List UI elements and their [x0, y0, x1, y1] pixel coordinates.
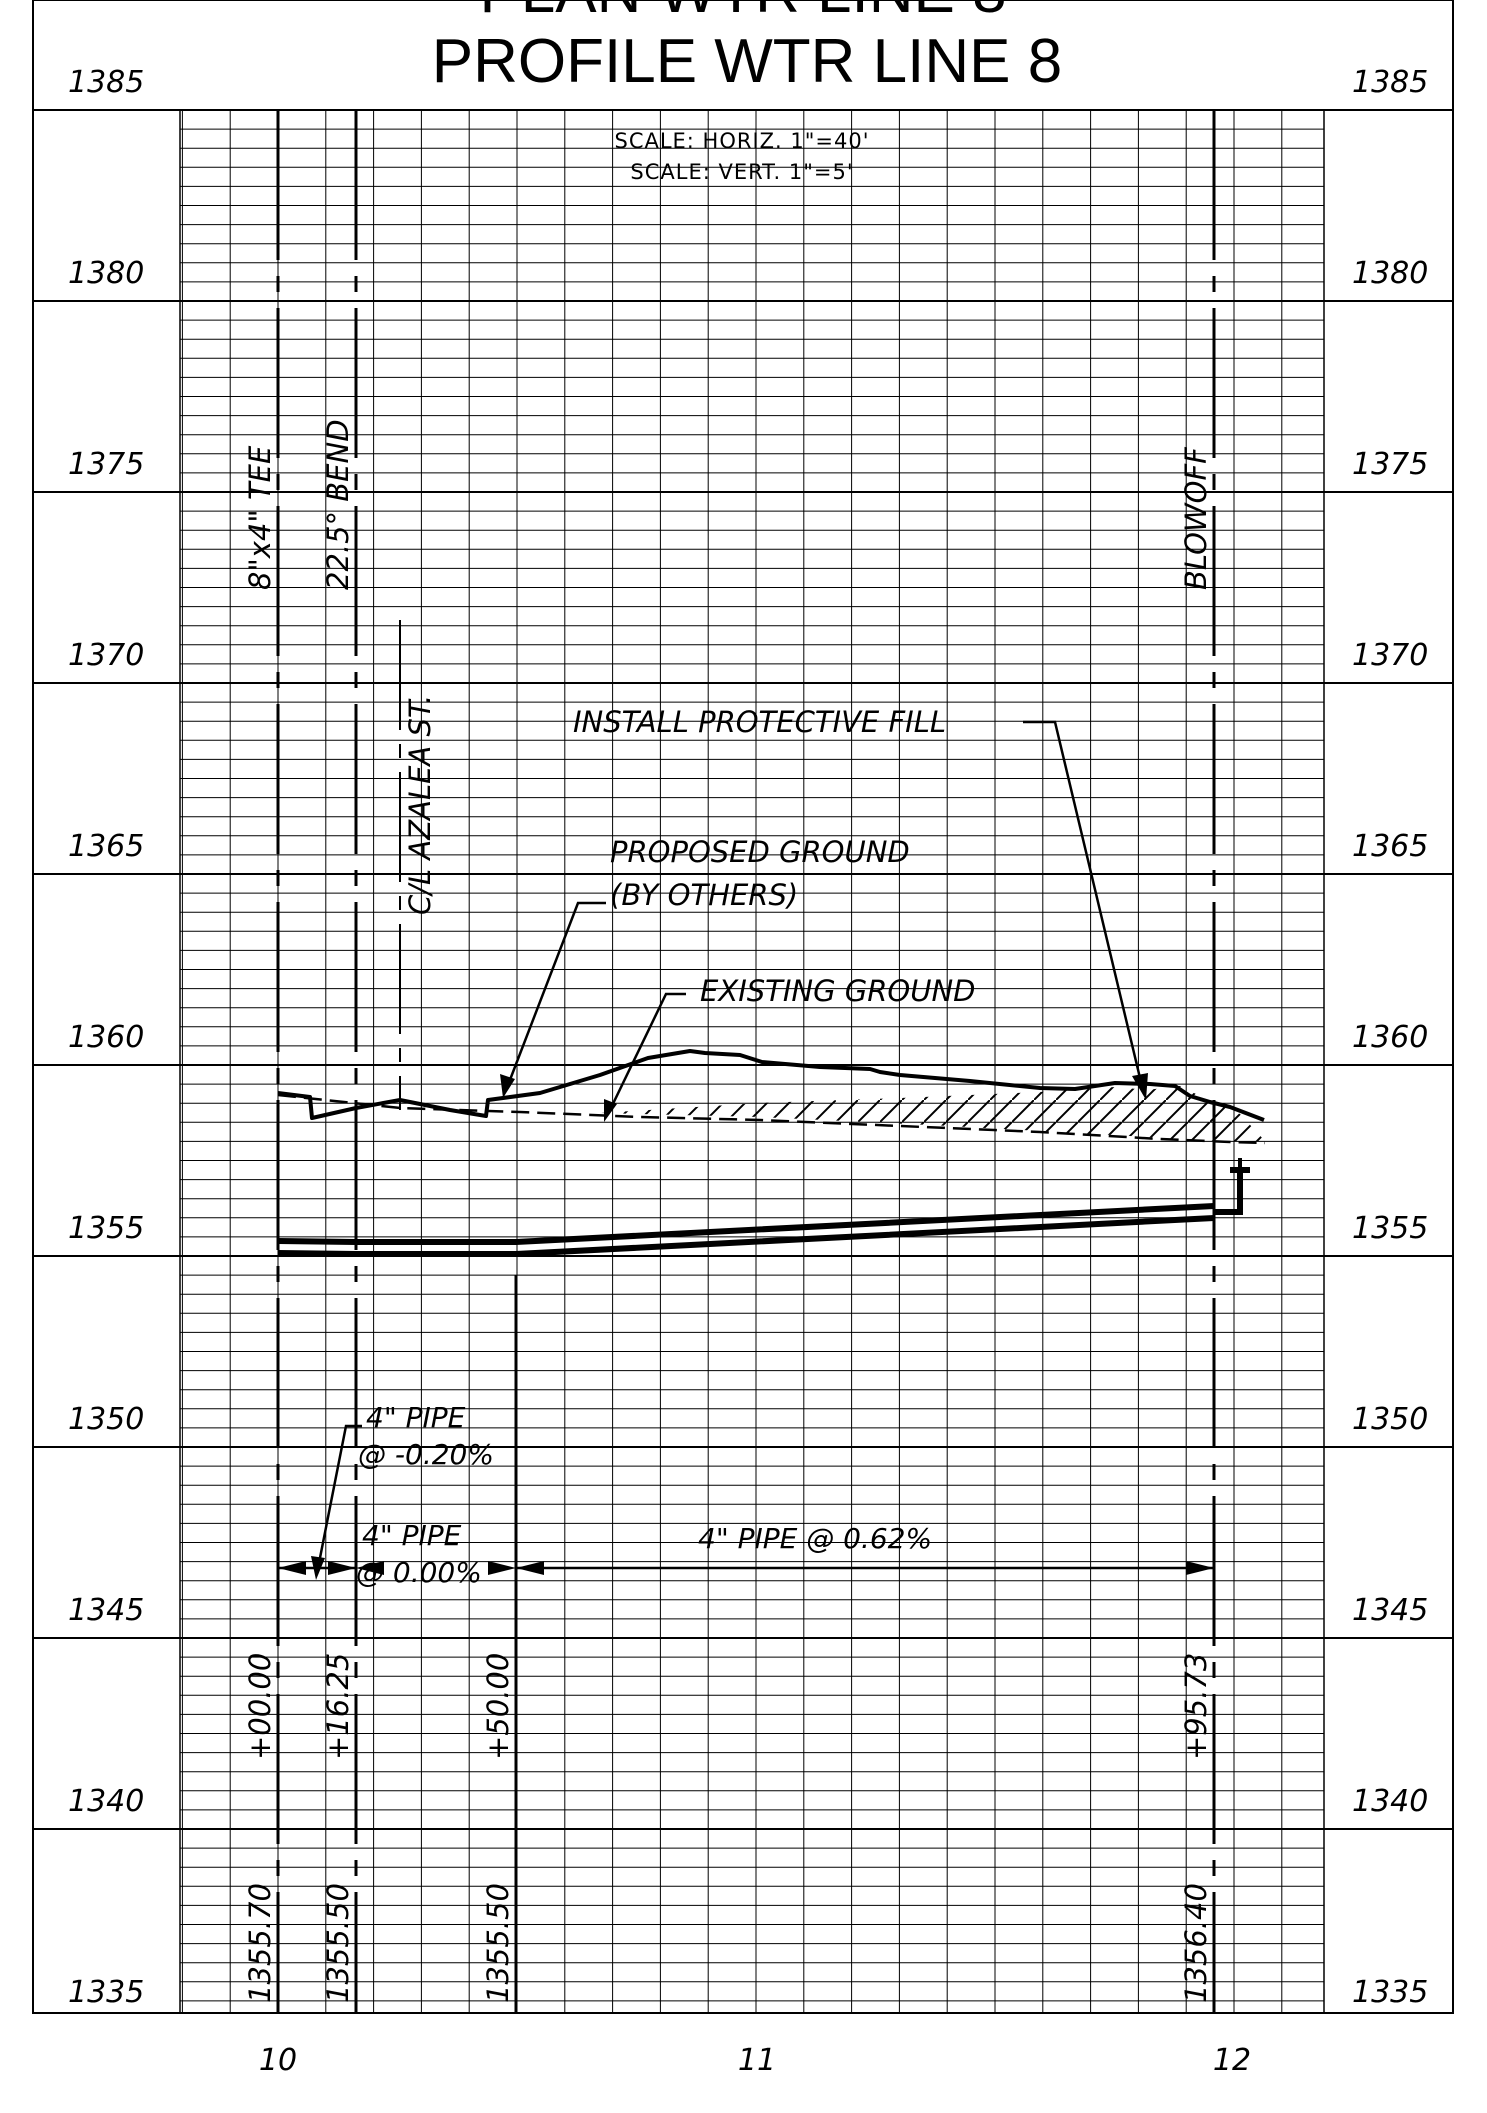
elev-label-right-1355: 1355 [1352, 1211, 1428, 1246]
outer-frame [32, 0, 1454, 2014]
elev-label-left-1370: 1370 [68, 638, 144, 673]
arrow-dim-mid-right [488, 1561, 516, 1575]
elev-label-right-1350: 1350 [1352, 1402, 1428, 1437]
protective-fill-note: INSTALL PROTECTIVE FILL [573, 705, 946, 739]
pipe-pos-note: 4" PIPE @ 0.62% [698, 1522, 932, 1555]
water-pipe [277, 1158, 1250, 1257]
elev-label-right-1375: 1375 [1352, 447, 1428, 482]
elev-label-left-1350: 1350 [68, 1402, 144, 1437]
pipe-zero-note-2: @ 0.00% [356, 1556, 482, 1589]
arrow-dim-neg-right [328, 1561, 356, 1575]
elev-label-right-1385: 1385 [1352, 65, 1428, 100]
station-offset-1625: +16.25 [321, 1653, 355, 1760]
blowoff-label: BLOWOFF [1179, 446, 1213, 590]
elev-label-left-1365: 1365 [68, 829, 144, 864]
pipe-bottom-edge [277, 1215, 1215, 1257]
station-offset-00: +00.00 [243, 1653, 277, 1760]
tee-label: 8"x4" TEE [243, 445, 277, 590]
arrow-dim-mid-left [356, 1561, 384, 1575]
elev-label-left-1340: 1340 [68, 1784, 144, 1819]
invert-elev-2: 1355.50 [321, 1883, 355, 2003]
invert-elev-3: 1355.50 [481, 1883, 515, 2003]
pipe-neg-note-2: @ -0.20% [358, 1438, 494, 1471]
proposed-ground-note-1: PROPOSED GROUND [610, 835, 910, 869]
profile-title: PROFILE WTR LINE 8 [432, 27, 1062, 96]
protective-fill-hatch [600, 1086, 1265, 1141]
elev-label-right-1340: 1340 [1352, 1784, 1428, 1819]
arrow-dim-pos-right [1186, 1561, 1214, 1575]
elev-label-left-1360: 1360 [68, 1020, 144, 1055]
existing-ground-leader [608, 992, 686, 1111]
arrow-pipe-neg [311, 1556, 325, 1580]
elevation-labels: 1385 1385 1380 1380 1375 1375 1370 1370 … [68, 65, 1428, 2010]
bend-label: 22.5° BEND [321, 419, 355, 590]
proposed-ground-line [277, 1049, 1265, 1122]
elev-label-left-1345: 1345 [68, 1593, 144, 1628]
fitting-lines [276, 110, 1216, 2013]
arrow-dim-pos-left [516, 1561, 544, 1575]
invert-elev-4: 1356.40 [1179, 1883, 1213, 2003]
elev-label-left-1335: 1335 [68, 1975, 144, 2010]
arrow-existing-ground [604, 1099, 617, 1122]
pipe-neg-note-1: 4" PIPE [366, 1401, 466, 1434]
pipe-neg-leader [316, 1424, 362, 1569]
station-offset-9573: +95.73 [1179, 1653, 1213, 1760]
elev-label-left-1355: 1355 [68, 1211, 144, 1246]
blowoff-riser [1214, 1168, 1243, 1215]
plan-title-partial: PLAN WTR LINE 8 [479, 0, 1006, 26]
elev-label-right-1360: 1360 [1352, 1020, 1428, 1055]
invert-elev-1: 1355.70 [243, 1883, 277, 2003]
station-offset-50: +50.00 [481, 1653, 515, 1760]
elev-label-left-1385: 1385 [68, 65, 144, 100]
arrow-protective-fill [1132, 1073, 1148, 1100]
scale-vertical: SCALE: VERT. 1"=5' [630, 160, 853, 184]
elev-label-left-1375: 1375 [68, 447, 144, 482]
proposed-ground-note-2: (BY OTHERS) [610, 878, 798, 912]
station-label-11: 11 [738, 2043, 776, 2078]
arrow-proposed-ground [500, 1074, 515, 1098]
elev-label-right-1370: 1370 [1352, 638, 1428, 673]
arrowheads [278, 1073, 1214, 1580]
station-label-12: 12 [1213, 2043, 1251, 2078]
arrow-dim-neg-left [278, 1561, 306, 1575]
station-label-10: 10 [259, 2043, 297, 2078]
street-label: C/L AZALEA ST. [403, 695, 437, 915]
scale-horizontal: SCALE: HORIZ. 1"=40' [614, 129, 869, 153]
elev-label-right-1335: 1335 [1352, 1975, 1428, 2010]
pipe-top-edge [277, 1203, 1215, 1245]
elev-label-right-1365: 1365 [1352, 829, 1428, 864]
elev-label-right-1345: 1345 [1352, 1593, 1428, 1628]
protective-fill-leader [1023, 720, 1142, 1079]
elev-label-left-1380: 1380 [68, 256, 144, 291]
existing-ground-note: EXISTING GROUND [700, 974, 976, 1008]
proposed-ground-leader [506, 901, 606, 1086]
leaders [278, 720, 1214, 1570]
pipe-zero-note-1: 4" PIPE [362, 1519, 462, 1552]
profile-grid [33, 109, 1453, 2013]
elev-label-right-1380: 1380 [1352, 256, 1428, 291]
